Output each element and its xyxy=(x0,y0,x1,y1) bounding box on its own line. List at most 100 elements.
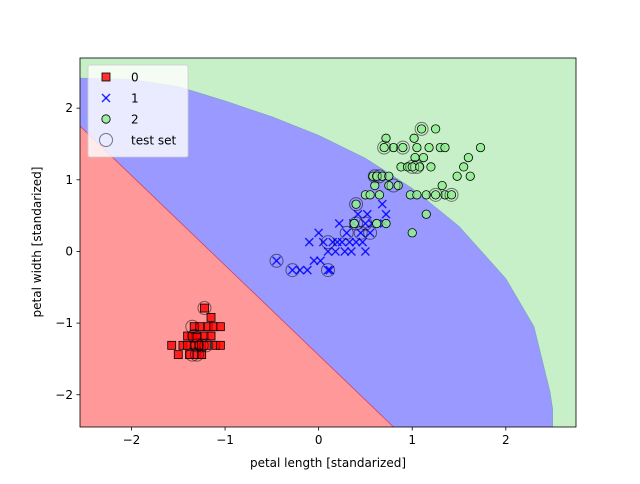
point-class-1 xyxy=(342,228,352,238)
point-class-1 xyxy=(302,265,312,275)
x-axis-ticks: −2 −1 0 1 2 xyxy=(123,427,510,447)
point-test-set xyxy=(358,216,373,231)
point-test-set xyxy=(377,140,392,155)
point-test-set xyxy=(187,329,202,344)
point-class-1 xyxy=(318,237,328,247)
decision-regions xyxy=(80,58,576,427)
point-class-0 xyxy=(215,340,225,350)
point-class-0 xyxy=(215,322,225,332)
point-class-0 xyxy=(206,331,216,341)
point-class-2 xyxy=(393,180,403,191)
point-test-set xyxy=(428,187,443,202)
point-class-2 xyxy=(388,142,399,153)
y-tick-label: −1 xyxy=(55,316,73,330)
point-class-0 xyxy=(167,340,177,350)
point-class-2 xyxy=(421,209,431,219)
point-test-set xyxy=(199,338,214,353)
point-class-2 xyxy=(424,142,434,153)
point-class-2 xyxy=(418,152,429,163)
x-tick-label: −1 xyxy=(216,433,234,447)
point-class-2 xyxy=(440,142,450,153)
point-class-2 xyxy=(446,190,457,200)
point-test-set xyxy=(185,319,200,334)
point-test-set xyxy=(285,263,300,278)
point-class-1 xyxy=(323,265,333,275)
point-class-2 xyxy=(409,133,419,143)
point-class-0 xyxy=(200,303,209,313)
point-class-2 xyxy=(437,180,447,191)
point-class-2 xyxy=(407,228,417,238)
y-tick-label: 1 xyxy=(65,173,73,187)
point-class-1 xyxy=(323,246,333,256)
point-class-0 xyxy=(195,322,205,332)
point-class-1 xyxy=(330,246,340,256)
point-class-1 xyxy=(272,256,282,266)
point-test-set xyxy=(372,169,387,184)
point-test-set xyxy=(367,169,382,184)
axes-frame xyxy=(79,57,577,428)
point-class-2 xyxy=(351,199,361,209)
point-class-2 xyxy=(381,218,391,229)
point-class-2 xyxy=(426,162,436,172)
point-class-2 xyxy=(412,142,422,153)
point-class-2 xyxy=(415,162,425,172)
point-class-2 xyxy=(421,190,431,200)
data-markers xyxy=(167,121,486,362)
x-tick-label: 1 xyxy=(408,433,416,447)
point-class-2 xyxy=(412,190,422,200)
point-test-set xyxy=(339,225,354,240)
legend-marker-0 xyxy=(101,72,111,82)
legend-marker-2 xyxy=(101,114,111,124)
point-class-2 xyxy=(379,142,389,153)
point-class-2 xyxy=(381,133,391,143)
point-test-set xyxy=(395,140,410,155)
boundary-0-1 xyxy=(80,125,394,427)
point-test-set xyxy=(405,159,420,174)
x-tick-label: 2 xyxy=(502,433,510,447)
point-class-1 xyxy=(304,237,314,247)
point-class-2 xyxy=(372,218,382,229)
point-class-0 xyxy=(173,350,183,360)
point-test-set xyxy=(409,159,424,174)
point-class-2 xyxy=(463,152,473,163)
point-test-set xyxy=(349,216,364,231)
x-tick-label: 0 xyxy=(315,433,323,447)
legend-label: 1 xyxy=(131,92,139,106)
point-class-1 xyxy=(377,199,387,209)
point-test-set xyxy=(349,197,364,212)
legend-label: 2 xyxy=(131,113,139,127)
point-test-set xyxy=(189,338,204,353)
point-test-set xyxy=(185,347,200,362)
point-class-1 xyxy=(314,228,324,238)
legend-entry: 2 xyxy=(101,113,139,127)
point-test-set xyxy=(189,347,204,362)
point-class-2 xyxy=(465,171,475,181)
legend-box xyxy=(87,64,189,158)
point-test-set xyxy=(414,121,429,136)
point-class-1 xyxy=(381,209,391,219)
point-class-1 xyxy=(346,246,356,256)
point-class-2 xyxy=(365,190,375,200)
point-class-2 xyxy=(452,171,462,181)
point-test-set xyxy=(363,225,378,240)
y-axis-ticks: −2 −1 0 1 2 xyxy=(55,101,80,402)
point-class-1 xyxy=(309,256,319,266)
point-test-set xyxy=(269,253,284,268)
point-class-2 xyxy=(374,190,385,200)
legend: 0 1 2 test set xyxy=(87,64,189,158)
point-test-set xyxy=(321,235,335,250)
point-class-2 xyxy=(431,190,441,200)
y-tick-label: 0 xyxy=(65,244,73,258)
x-axis-label: petal length [standarized] xyxy=(250,456,406,470)
point-class-1 xyxy=(360,246,370,256)
legend-label: test set xyxy=(131,134,176,148)
point-class-1 xyxy=(334,219,344,229)
point-class-1 xyxy=(316,256,326,266)
point-test-set xyxy=(194,338,209,353)
x-tick-label: −2 xyxy=(123,433,141,447)
point-class-2 xyxy=(416,124,427,134)
legend-marker-test-set xyxy=(99,133,113,147)
point-class-0 xyxy=(206,312,216,322)
